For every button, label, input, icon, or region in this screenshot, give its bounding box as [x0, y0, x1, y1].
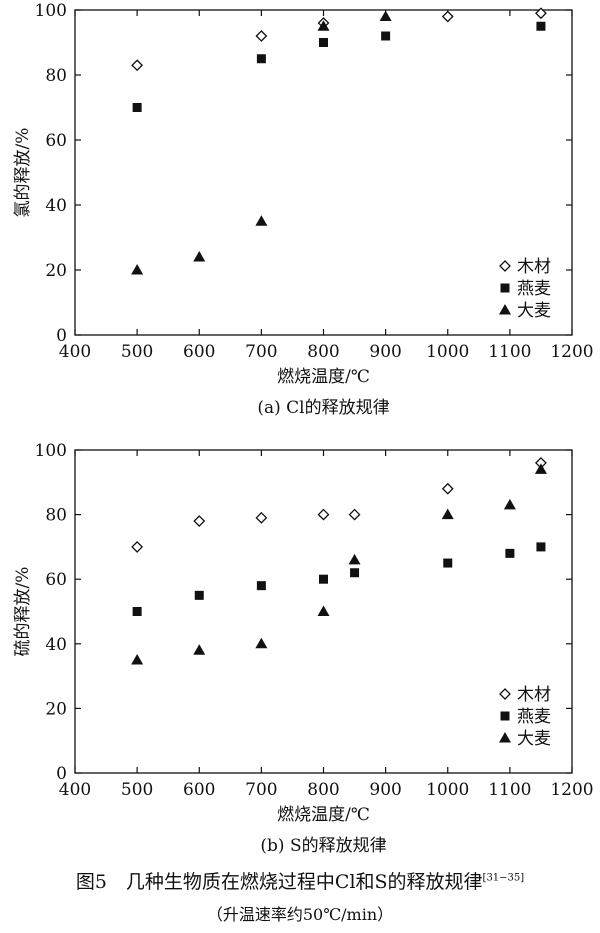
y-tick-label: 100 [35, 1, 67, 21]
data-point-square-filled [319, 574, 328, 584]
data-point-diamond-open [535, 7, 547, 20]
x-tick-label: 800 [307, 780, 339, 800]
legend-marker [499, 304, 511, 315]
data-point-triangle-filled [379, 10, 392, 21]
data-point-square-filled [350, 568, 360, 578]
legend-label: 燕麦 [517, 707, 551, 727]
data-point-diamond-open [348, 508, 361, 521]
data-point-diamond-open [255, 30, 268, 42]
x-tick-label: 1100 [488, 342, 531, 362]
chart-s-release: 400 500 600 700 800 900 1000 1100 1200 0 20 40 60 80 1… [13, 441, 594, 856]
legend-marker [499, 732, 511, 743]
legend-label: 木材 [517, 257, 551, 277]
x-tick-label: 700 [245, 342, 277, 362]
data-point-triangle-filled [534, 463, 547, 474]
data-point-diamond-open [193, 515, 206, 527]
x-tick-label: 500 [121, 780, 153, 800]
data-point-triangle-filled [317, 605, 330, 616]
data-point-square-filled [256, 581, 266, 591]
x-axis-label: 燃烧温度/℃ [277, 367, 370, 387]
y-tick-label: 0 [56, 326, 67, 346]
x-tick-label: 1200 [550, 780, 593, 800]
y-tick-label: 100 [35, 441, 67, 461]
y-tick-label: 20 [45, 261, 67, 281]
data-point-diamond-open [255, 511, 268, 524]
x-tick-label: 800 [307, 342, 339, 362]
data-point-triangle-filled [255, 637, 268, 649]
x-tick-label: 400 [59, 780, 91, 800]
figure-reference: [31−35] [482, 872, 525, 884]
y-tick-label: 40 [45, 635, 67, 655]
legend-label: 燕麦 [517, 279, 551, 299]
y-tick-label: 60 [45, 131, 67, 151]
chart-caption: (a) Cl的释放规律 [257, 398, 389, 418]
data-point-square-filled [381, 31, 391, 41]
y-tick-label: 80 [45, 66, 67, 86]
x-tick-label: 900 [369, 780, 401, 800]
data-point-square-filled [132, 103, 142, 112]
x-tick-label: 1000 [426, 342, 469, 362]
data-point-square-filled [443, 558, 453, 568]
y-axis-label: 硫的释放/% [13, 567, 33, 657]
data-point-square-filled [536, 21, 546, 31]
data-point-triangle-filled [441, 508, 454, 520]
data-point-triangle-filled [317, 20, 330, 31]
x-tick-label: 700 [245, 780, 277, 800]
plot-frame [74, 9, 573, 336]
data-point-triangle-filled [255, 215, 268, 226]
figure-title-text: 图5 几种生物质在燃烧过程中Cl和S的释放规律 [75, 871, 483, 893]
y-axis-label: 氯的释放/% [13, 128, 33, 218]
data-point-square-filled [194, 590, 204, 600]
legend-marker [499, 260, 511, 272]
data-point-diamond-open [317, 508, 330, 521]
data-point-square-filled [505, 548, 515, 558]
x-tick-label: 500 [121, 342, 153, 362]
y-tick-label: 20 [45, 699, 67, 719]
x-tick-label: 900 [369, 342, 401, 362]
y-tick-label: 80 [45, 506, 67, 526]
x-tick-label: 600 [183, 342, 215, 362]
data-point-square-filled [256, 54, 266, 64]
x-tick-label: 1100 [488, 780, 531, 800]
data-point-triangle-filled [131, 264, 144, 275]
legend-label: 大麦 [517, 301, 551, 321]
y-tick-label: 0 [56, 764, 67, 784]
x-axis-label: 燃烧温度/℃ [277, 805, 370, 825]
data-point-square-filled [319, 38, 328, 47]
figure-title: 图5 几种生物质在燃烧过程中Cl和S的释放规律[31−35] [0, 867, 600, 894]
data-point-diamond-open [441, 10, 454, 23]
chart-cl-release: 400 500 600 700 800 900 1000 1100 1200 0 20 40 60 80 1… [13, 1, 594, 418]
figure-subtitle: （升温速率约50℃/min） [206, 905, 394, 924]
data-point-triangle-filled [503, 498, 516, 510]
data-point-triangle-filled [348, 553, 361, 565]
x-tick-label: 600 [183, 780, 215, 800]
data-point-square-filled [536, 542, 546, 552]
legend-marker [499, 688, 511, 700]
data-point-triangle-filled [193, 251, 206, 262]
data-point-diamond-open [131, 59, 144, 72]
legend-label: 大麦 [517, 729, 551, 749]
x-tick-label: 1000 [426, 780, 469, 800]
x-tick-label: 1200 [550, 342, 593, 362]
data-point-square-filled [132, 607, 142, 616]
y-tick-label: 40 [45, 196, 67, 216]
x-tick-label: 400 [59, 342, 91, 362]
data-point-triangle-filled [131, 653, 144, 665]
data-point-triangle-filled [193, 644, 206, 655]
legend-label: 木材 [517, 685, 551, 705]
y-tick-label: 60 [45, 570, 67, 590]
legend-marker [500, 283, 510, 293]
legend-marker [500, 711, 510, 721]
data-point-diamond-open [441, 482, 454, 495]
chart-caption: (b) S的释放规律 [260, 836, 386, 856]
data-point-diamond-open [131, 540, 144, 553]
